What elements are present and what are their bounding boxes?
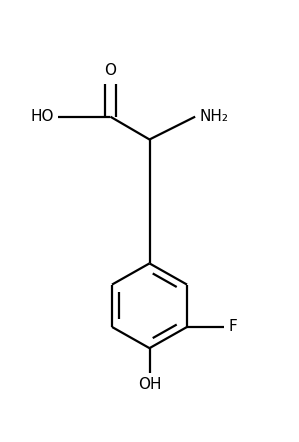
- Text: HO: HO: [31, 109, 54, 124]
- Text: F: F: [228, 320, 237, 335]
- Text: NH₂: NH₂: [199, 109, 228, 124]
- Text: O: O: [104, 63, 116, 78]
- Text: OH: OH: [138, 377, 161, 392]
